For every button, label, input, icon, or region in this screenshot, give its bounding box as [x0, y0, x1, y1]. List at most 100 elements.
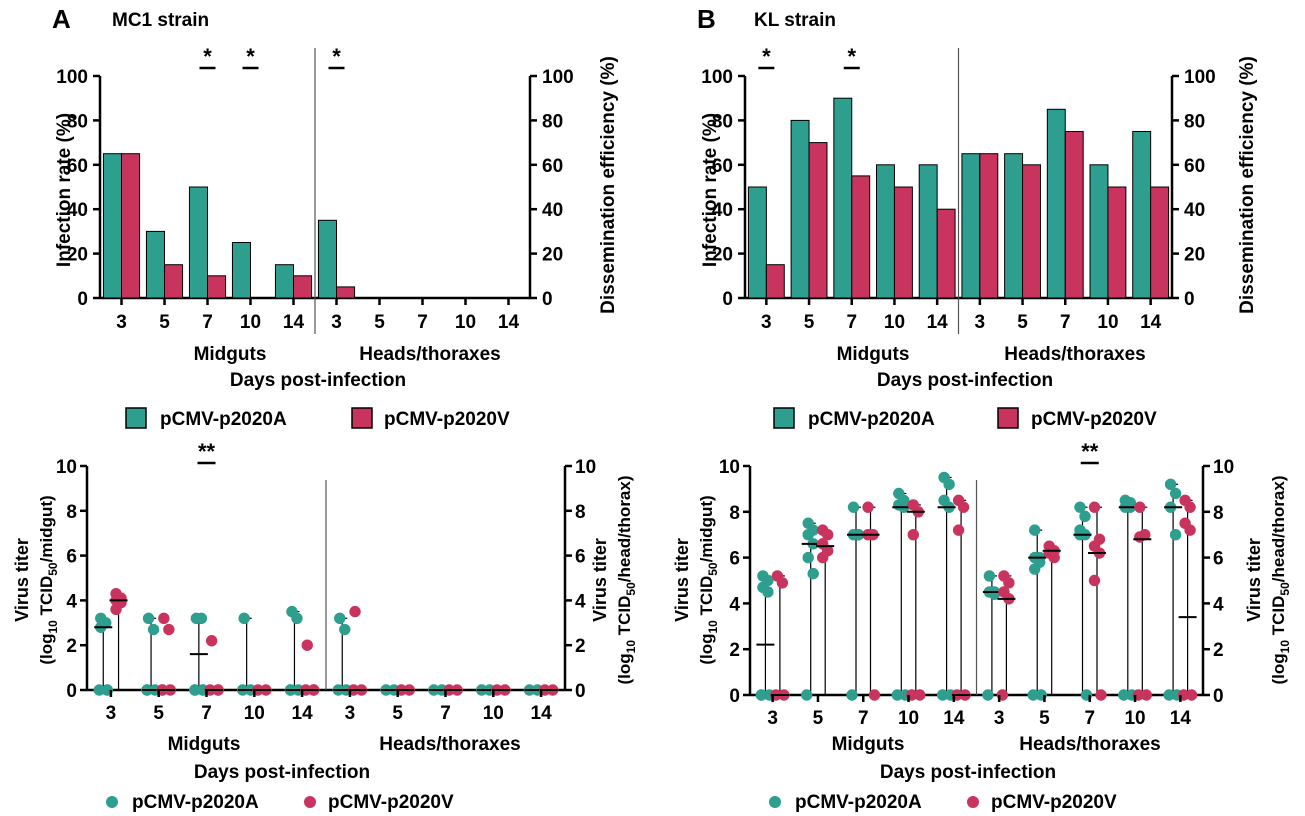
y-tick-label-left: 40 [712, 200, 733, 221]
sc-a-ylabel-left: Virus titer (log10 TCID50/midgut) [12, 495, 60, 664]
bar-teal [876, 164, 895, 299]
significance-label: ** [1081, 439, 1099, 464]
x-tick-label: 10 [244, 703, 265, 724]
x-tick-label: 7 [858, 708, 869, 729]
svg-text:Virus titer: Virus titer [672, 538, 692, 622]
bar-a-group-midguts: Midguts [194, 344, 267, 365]
y-tick-label-left: 2 [66, 636, 77, 657]
y-tick-label-right: 6 [1213, 549, 1224, 570]
x-tick-label: 3 [761, 312, 772, 333]
sc-a-group-midguts: Midguts [168, 734, 241, 755]
bar-b-ylabel-left: Infection rate (%) [700, 113, 721, 267]
y-tick-label-left: 80 [67, 111, 88, 132]
sc-a-ylabel-right-line2: (log10 TCID50/head/thorax) [615, 475, 638, 684]
point-crimson [158, 612, 170, 625]
bar-teal [188, 186, 209, 299]
bar-crimson [765, 264, 785, 299]
y-tick-label-left: 80 [712, 111, 733, 132]
point-crimson [1185, 689, 1198, 701]
bar-teal [833, 97, 853, 299]
x-tick-label: 3 [106, 703, 117, 724]
bar-crimson [1064, 131, 1084, 299]
y-tick-label-left: 100 [701, 67, 733, 88]
bar-teal [231, 242, 252, 299]
x-tick-label: 3 [994, 708, 1005, 729]
bar-crimson [1150, 186, 1170, 299]
point-teal [1169, 487, 1182, 500]
y-tick-label-right: 20 [1184, 245, 1205, 266]
x-tick-label: 7 [417, 312, 428, 333]
x-tick-label: 3 [116, 312, 127, 333]
x-tick-label: 14 [292, 703, 314, 724]
point-teal [339, 623, 351, 636]
legend-label-ta-crimson: pCMV-p2020V [328, 792, 454, 813]
sc-b-ylabel-left: Virus titer (log10 TCID50/midgut) [672, 495, 720, 664]
legend-label-a-crimson: pCMV-p2020V [384, 409, 510, 430]
y-tick-label-right: 4 [575, 591, 586, 612]
legend-swatch-b-teal [773, 407, 795, 429]
y-tick-label-right: 4 [1213, 594, 1224, 615]
x-tick-label: 5 [1017, 312, 1028, 333]
y-tick-label-left: 4 [729, 594, 740, 615]
x-tick-label: 10 [1124, 708, 1145, 729]
point-teal [755, 689, 768, 701]
x-tick-label: 7 [1060, 312, 1071, 333]
bar-teal [918, 164, 938, 299]
point-crimson [1048, 551, 1060, 564]
x-tick-label: 14 [943, 708, 965, 729]
x-tick-label: 10 [898, 708, 919, 729]
legend-marker-b-teal [769, 796, 781, 808]
significance-label: ** [198, 439, 216, 464]
x-tick-label: 5 [159, 312, 170, 333]
x-tick-label: 5 [374, 312, 385, 333]
bar-teal [1004, 153, 1024, 299]
bar-crimson [336, 286, 356, 299]
x-tick-label: 10 [455, 312, 476, 333]
y-tick-label-left: 10 [719, 457, 740, 478]
y-tick-label-left: 8 [729, 503, 740, 524]
panel-title-a: MC1 strain [112, 10, 209, 31]
x-tick-label: 14 [283, 312, 305, 333]
y-tick-label-left: 4 [66, 591, 77, 612]
point-crimson [862, 501, 874, 513]
y-tick-label-right: 10 [1213, 457, 1234, 478]
bar-a-group-heads: Heads/thoraxes [359, 344, 501, 365]
bar-a-ylabel-right: Dissemination efficiency (%) [598, 56, 619, 314]
point-crimson [1095, 689, 1107, 701]
titer-chart-mc1: 0 0 2 2 4 4 6 6 8 8 10 10 3 5 7 10 14 3 5 7 10 14 ** [56, 439, 596, 724]
point-teal [238, 612, 250, 625]
point-teal [846, 689, 858, 701]
legend-label-ta-teal: pCMV-p2020A [132, 792, 259, 813]
significance-label: * [203, 44, 212, 69]
x-tick-label: 5 [153, 703, 164, 724]
sc-b-group-heads: Heads/thoraxes [1019, 734, 1161, 755]
y-tick-label-left: 8 [66, 502, 77, 523]
bar-b-ylabel-right: Dissemination efficiency (%) [1237, 56, 1258, 314]
y-tick-label-right: 6 [575, 547, 586, 568]
x-tick-label: 14 [498, 312, 520, 333]
significance-label: * [332, 44, 341, 69]
x-tick-label: 3 [345, 703, 356, 724]
x-tick-label: 14 [1140, 312, 1162, 333]
point-crimson [957, 501, 970, 513]
bar-crimson [164, 264, 184, 299]
y-tick-label-right: 2 [575, 636, 586, 657]
y-tick-label-left: 20 [712, 245, 733, 266]
x-tick-label: 7 [846, 312, 857, 333]
point-teal [195, 612, 208, 625]
bar-crimson [1022, 164, 1041, 299]
y-tick-label-right: 8 [575, 502, 586, 523]
point-teal [802, 529, 814, 541]
sc-a-ylabel-left-line2: (log10 TCID50/midgut) [37, 495, 60, 664]
sc-b-group-midguts: Midguts [832, 734, 905, 755]
significance-label: * [847, 44, 856, 69]
point-crimson [110, 603, 122, 616]
x-tick-label: 7 [1084, 708, 1095, 729]
point-teal [1029, 524, 1041, 536]
bar-b-group-midguts: Midguts [837, 344, 910, 365]
x-tick-label: 7 [201, 703, 212, 724]
sc-a-group-heads: Heads/thoraxes [379, 734, 521, 755]
legend-titer-a: pCMV-p2020A pCMV-p2020V [106, 792, 454, 813]
significance-label: * [762, 44, 771, 69]
